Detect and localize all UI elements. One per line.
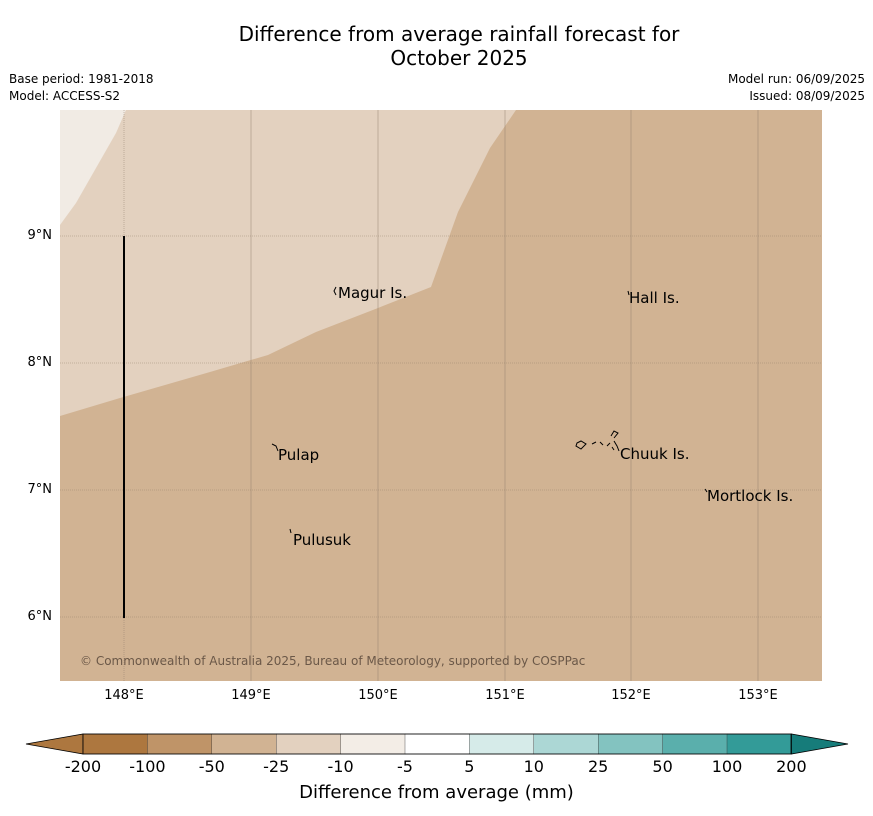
map-title-line2: October 2025 [390,46,528,70]
lon-label-151: 151°E [485,688,525,703]
colorbar-extend-high [791,733,849,755]
base-period: Base period: 1981-2018 [9,72,154,86]
place-pulap: Pulap [278,446,320,464]
lon-label-150: 150°E [358,688,398,703]
colorbar-segment [533,733,599,755]
lat-label-7: 7°N [27,482,53,497]
colorbar-tick-label: 5 [464,757,475,776]
hall-island [627,290,630,296]
pulap-island [271,443,279,452]
meta-right: Model run: 06/09/2025 Issued: 08/09/2025 [728,71,865,105]
model-run: Model run: 06/09/2025 [727,72,865,86]
lat-label-9: 9°N [27,228,53,243]
colorbar-segment [726,733,793,755]
magur-island [333,286,337,296]
place-pulusuk: Pulusuk [293,531,351,549]
place-magur: Magur Is. [338,284,408,302]
colorbar-segment [404,733,471,755]
island-outlines [271,286,708,534]
lon-label-152: 152°E [611,688,651,703]
lat-label-6: 6°N [27,609,53,624]
colorbar-frame [82,733,792,755]
colorbar-tick-label: 200 [776,757,807,776]
map-title: Difference from average rainfall forecas… [0,22,873,70]
lat-label-8: 8°N [27,355,53,370]
issued-date: Issued: 08/09/2025 [749,89,865,103]
colorbar-segment [82,733,149,755]
lon-label-149: 149°E [231,688,271,703]
colorbar-segment [340,733,406,755]
colorbar-tick-label: 10 [523,757,544,776]
field-band-mid [60,110,516,416]
place-mortlock: Mortlock Is. [707,487,794,505]
colorbar-segment [662,733,728,755]
colorbar-tick-label: -5 [397,757,413,776]
colorbar-tick-label: -50 [198,757,225,776]
field-band-light [60,110,126,225]
colorbar-tick-label: -25 [263,757,290,776]
colorbar-extend-low [25,733,84,755]
colorbar-title: Difference from average (mm) [299,782,574,803]
colorbar-tick-label: 25 [588,757,609,776]
lon-label-153: 153°E [738,688,778,703]
map-title-line1: Difference from average rainfall forecas… [238,22,680,46]
meta-left: Base period: 1981-2018 Model: ACCESS-S2 [9,71,154,105]
mortlock-island [704,488,708,493]
colorbar-tick-label: 50 [652,757,673,776]
chuuk-lagoon [575,430,620,452]
copyright-notice: © Commonwealth of Australia 2025, Bureau… [80,654,586,668]
colorbar-tick-label: -10 [327,757,354,776]
colorbar-segment [469,733,535,755]
colorbar-segment [147,733,213,755]
lon-label-148: 148°E [104,688,144,703]
colorbar-tick-label: -200 [64,757,102,776]
place-hall: Hall Is. [629,289,680,307]
colorbar-segment [598,733,664,755]
colorbar-segment [276,733,342,755]
colorbar-tick-label: -100 [129,757,166,776]
pulusuk-island [289,528,292,534]
model-name: Model: ACCESS-S2 [9,89,121,103]
gridlines [60,110,822,681]
colorbar-tick-label: 100 [711,757,743,776]
colorbar-segment [211,733,277,755]
place-chuuk: Chuuk Is. [620,445,690,463]
